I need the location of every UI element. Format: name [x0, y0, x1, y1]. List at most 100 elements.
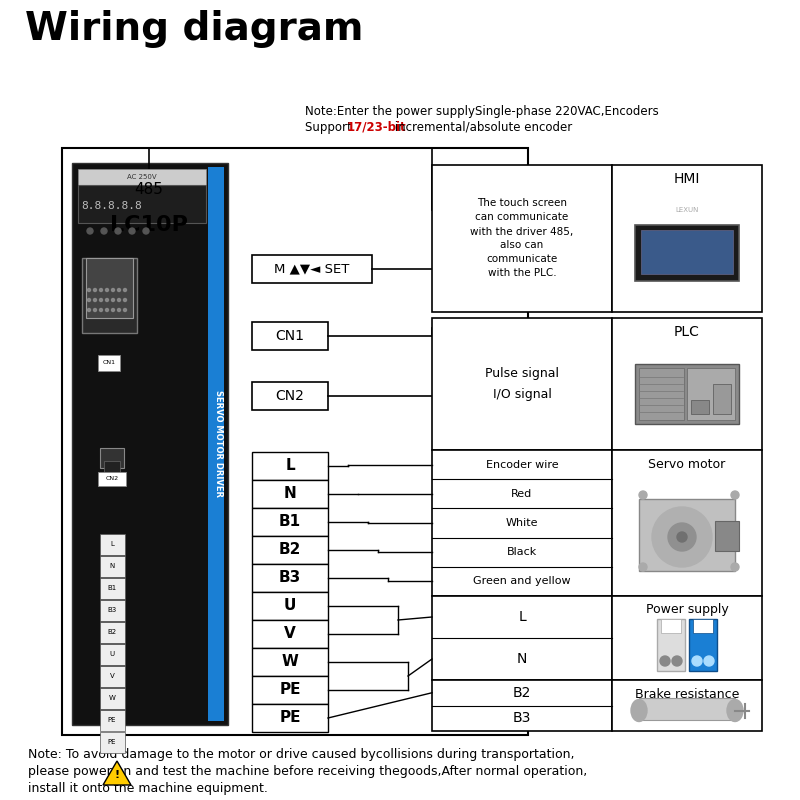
- Circle shape: [123, 298, 126, 302]
- Circle shape: [87, 298, 90, 302]
- Bar: [693, 619, 713, 633]
- Text: L: L: [110, 541, 114, 547]
- Bar: [100, 534, 125, 555]
- Bar: [252, 704, 328, 732]
- Circle shape: [106, 289, 109, 291]
- Text: PE: PE: [279, 682, 301, 698]
- Bar: [252, 676, 328, 704]
- Bar: [635, 364, 739, 424]
- Circle shape: [115, 228, 121, 234]
- Bar: [100, 622, 125, 643]
- Text: Green and yellow: Green and yellow: [473, 576, 571, 586]
- Circle shape: [111, 309, 114, 311]
- Text: Encoder wire: Encoder wire: [486, 459, 558, 470]
- Circle shape: [639, 491, 647, 499]
- Text: W: W: [109, 695, 115, 701]
- Circle shape: [123, 309, 126, 311]
- Circle shape: [129, 228, 135, 234]
- Circle shape: [94, 298, 97, 302]
- Text: B1: B1: [279, 514, 301, 530]
- Text: B3: B3: [107, 607, 117, 613]
- Text: CN1: CN1: [275, 329, 305, 343]
- Circle shape: [668, 523, 696, 551]
- Bar: [612, 318, 762, 450]
- Text: AC 250V: AC 250V: [127, 174, 157, 180]
- Bar: [86, 258, 133, 318]
- Bar: [687, 368, 735, 420]
- Text: PE: PE: [279, 710, 301, 726]
- Text: CN2: CN2: [106, 477, 118, 482]
- Bar: [639, 499, 735, 571]
- Circle shape: [87, 289, 90, 291]
- Bar: [432, 450, 612, 596]
- Text: N: N: [284, 486, 296, 502]
- Bar: [612, 165, 762, 312]
- Text: SERVO MOTOR DRIVER: SERVO MOTOR DRIVER: [214, 390, 222, 498]
- Bar: [208, 167, 224, 721]
- Circle shape: [99, 298, 102, 302]
- Bar: [100, 644, 125, 665]
- Text: LEXUN: LEXUN: [675, 207, 698, 214]
- Text: U: U: [284, 598, 296, 614]
- Bar: [691, 400, 709, 414]
- Circle shape: [639, 563, 647, 571]
- Circle shape: [118, 309, 121, 311]
- Text: Note:Enter the power supplySingle-phase 220VAC,Encoders: Note:Enter the power supplySingle-phase …: [305, 105, 658, 118]
- Circle shape: [101, 228, 107, 234]
- Bar: [100, 688, 125, 709]
- Bar: [657, 619, 685, 671]
- Circle shape: [94, 309, 97, 311]
- Text: V: V: [110, 673, 114, 679]
- Bar: [100, 710, 125, 731]
- Text: N: N: [517, 652, 527, 666]
- Bar: [635, 225, 739, 281]
- Text: V: V: [284, 626, 296, 642]
- Text: LC10P: LC10P: [110, 215, 188, 235]
- Bar: [641, 230, 733, 274]
- Text: B2: B2: [513, 686, 531, 700]
- Ellipse shape: [631, 699, 647, 722]
- Circle shape: [94, 289, 97, 291]
- Bar: [100, 578, 125, 599]
- Text: PLC: PLC: [674, 325, 700, 339]
- Bar: [100, 600, 125, 621]
- Bar: [432, 318, 612, 450]
- Text: Red: Red: [511, 489, 533, 499]
- Bar: [252, 508, 328, 536]
- Text: PE: PE: [108, 717, 116, 723]
- Circle shape: [704, 656, 714, 666]
- Text: Power supply: Power supply: [646, 603, 728, 617]
- Bar: [252, 480, 328, 508]
- Text: N: N: [110, 563, 114, 569]
- Text: L: L: [285, 458, 295, 474]
- Text: install it onto the machine equipment.: install it onto the machine equipment.: [28, 782, 268, 795]
- Bar: [252, 620, 328, 648]
- Text: 485: 485: [134, 182, 163, 197]
- Text: The touch screen
can communicate
with the driver 485,
also can
communicate
with : The touch screen can communicate with th…: [470, 198, 574, 278]
- Circle shape: [87, 309, 90, 311]
- Circle shape: [652, 507, 712, 567]
- Circle shape: [111, 298, 114, 302]
- Text: Pulse signal
I/O signal: Pulse signal I/O signal: [485, 367, 559, 401]
- Text: 17/23-bit: 17/23-bit: [347, 121, 406, 134]
- Circle shape: [672, 656, 682, 666]
- Text: White: White: [506, 518, 538, 528]
- Bar: [72, 163, 228, 725]
- Circle shape: [123, 289, 126, 291]
- Text: Brake resistance: Brake resistance: [635, 687, 739, 701]
- Circle shape: [731, 491, 739, 499]
- Circle shape: [106, 309, 109, 311]
- Bar: [100, 448, 124, 468]
- Bar: [612, 450, 762, 596]
- Bar: [689, 619, 717, 671]
- Bar: [715, 521, 739, 551]
- Text: Servo motor: Servo motor: [648, 458, 726, 470]
- Bar: [252, 648, 328, 676]
- Bar: [62, 148, 528, 735]
- Circle shape: [731, 563, 739, 571]
- Circle shape: [111, 289, 114, 291]
- Text: M ▲▼◄ SET: M ▲▼◄ SET: [274, 262, 350, 275]
- Bar: [432, 680, 612, 731]
- Ellipse shape: [727, 699, 743, 722]
- Text: CN2: CN2: [275, 389, 305, 403]
